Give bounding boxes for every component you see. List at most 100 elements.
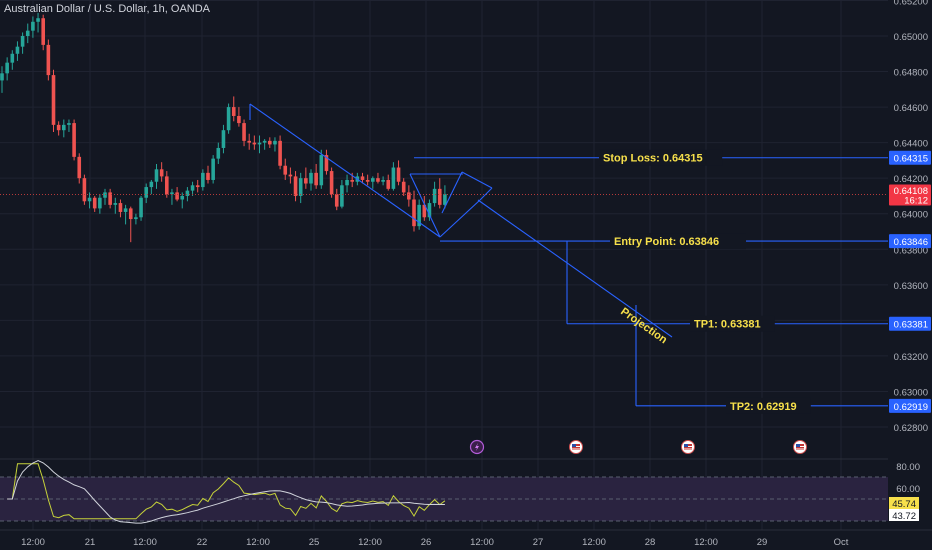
current-price-tag-bg [889,184,931,206]
candle-body [31,21,35,31]
candle-body [165,176,169,195]
rsi-value-tag-bg [889,497,919,509]
candle-body [25,30,30,36]
current-price-countdown: 16:12 [904,196,928,207]
channel-cross-line-4 [479,187,493,201]
price-tick-label: 0.64400 [894,139,928,150]
candle-body [443,194,447,205]
rsi-tick-label: 60.00 [896,484,920,495]
candle-body [350,179,354,182]
us-flag-icon-canton [572,444,576,447]
candle-body [309,172,313,184]
candle-body [242,123,246,141]
candle-body [345,179,349,186]
candle-body [422,204,427,218]
candle-body [340,185,344,207]
candle-body [62,124,66,131]
rsi-pane [0,458,888,524]
time-tick-label: 28 [645,537,656,548]
time-tick-label: 12:00 [582,537,606,548]
time-tick-label: 22 [197,537,208,548]
rsi-tick-label: 80.00 [896,462,920,473]
time-tick-label: 12:00 [21,537,45,548]
time-tick-label: 12:00 [133,537,157,548]
candle-body [314,172,318,186]
candle-body [175,192,179,200]
time-tick-label: 12:00 [694,537,718,548]
candle-body [36,18,40,22]
tp1-price-tag: 0.63381 [894,320,928,331]
current-price-tag: 0.64108 [894,186,928,197]
candle-body [237,115,241,124]
candle-body [195,185,200,188]
rsi-ma-tag: 43.72 [892,511,916,522]
candle-body [376,178,380,182]
us-flag-icon-canton [796,444,800,447]
price-tick-label: 0.64000 [894,210,928,221]
entry-price-tag: 0.63846 [894,237,928,248]
price-axis: 0.65200 0.65000 0.64800 0.64600 0.64400 0.642… [888,0,932,550]
candle-body [41,18,45,45]
candle-body [293,176,298,196]
candle-body [108,192,112,205]
candle-body [46,44,51,76]
symbol-title: Australian Dollar / U.S. Dollar, 1h, OAN… [4,3,211,15]
candle-body [15,46,20,54]
price-tick-label: 0.65200 [894,0,928,7]
time-tick-label: 12:00 [470,537,494,548]
candle-body [128,208,133,220]
candle-body [206,172,210,180]
time-tick-label: 29 [757,537,768,548]
candle-body [268,140,272,145]
us-flag-icon[interactable] [793,440,807,454]
price-tick-label: 0.64800 [894,68,928,79]
us-flag-icon[interactable] [569,440,583,454]
time-tick-label: 25 [309,537,320,548]
tp1-price-tag-bg [889,316,931,331]
candle-body [0,73,4,81]
us-flag-icon-stripe [684,448,692,450]
candle-body [262,140,267,143]
candle-body [329,171,334,195]
candle-body [386,179,391,189]
candle-body [221,130,226,148]
tp1-label-bg [690,315,775,332]
candle-body [72,123,76,157]
candle-body [427,203,432,218]
candle-body [231,107,236,116]
candle-body [252,142,257,145]
candle-body [159,169,164,177]
candle-body [324,155,329,172]
us-flag-icon[interactable] [681,440,695,454]
tp2-price-tag-bg [889,398,931,413]
candle-body [190,185,195,191]
candle-body [201,172,205,188]
candle-body [396,167,401,182]
candle-body [82,178,87,202]
candle-body [407,192,411,200]
candle-body [334,194,339,207]
event-markers [469,439,807,455]
price-tick-label: 0.65000 [894,32,928,43]
candle-body [118,203,123,212]
candle-body [98,197,102,209]
lightning-icon[interactable] [469,439,485,455]
candle-body [211,158,215,180]
us-flag-icon-stripe [572,448,580,450]
time-tick-label: 26 [421,537,432,548]
candle-body [139,197,143,218]
candle-body [154,169,159,182]
candle-body [298,178,303,196]
candle-body [257,142,262,145]
entry-point-label: Entry Point: 0.63846 [614,236,719,248]
candle-body [67,123,71,125]
price-tick-label: 0.63000 [894,387,928,398]
price-axis-bg [888,0,932,550]
time-tick-label: Oct [834,537,849,548]
candle-body [365,179,370,182]
channel-upper-line [249,103,441,238]
price-tick-label: 0.64200 [894,174,928,185]
candle-body [391,167,396,189]
candle-body [417,204,421,227]
